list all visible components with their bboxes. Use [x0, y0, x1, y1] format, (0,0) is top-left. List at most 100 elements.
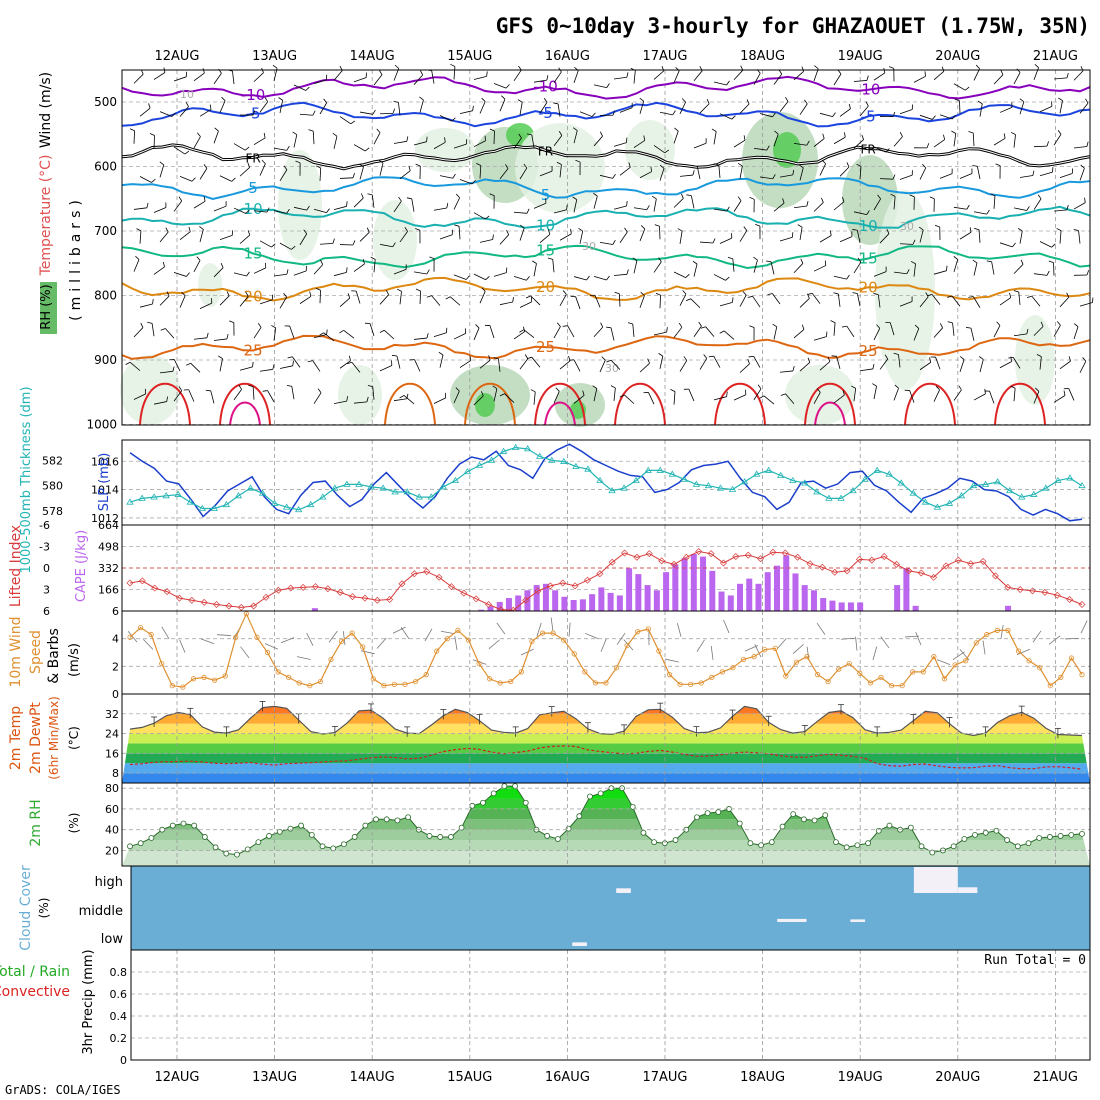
temperature-band: [122, 773, 1090, 783]
wind-barb-flag: [360, 193, 364, 199]
wind-barb-flag: [772, 323, 777, 328]
isotherm-line: [121, 205, 1091, 229]
rh-contour-blob: [415, 128, 475, 172]
wind-marker: [719, 669, 725, 675]
wind-barb: [1059, 360, 1071, 370]
wind-barb-flag: [947, 321, 953, 324]
wind-barb-flag: [278, 97, 283, 101]
surface-wind-barb: [568, 622, 571, 637]
wind-barb: [673, 327, 683, 338]
precip-tick: 0.4: [110, 1010, 128, 1023]
wind-barb-flag: [914, 324, 920, 329]
wind-barb: [913, 75, 926, 83]
wind-marker: [444, 636, 450, 642]
cape-bar: [1005, 605, 1012, 611]
lifted-marker: [1041, 588, 1049, 596]
wind-barb-flag: [450, 63, 456, 67]
wind-barb: [1078, 230, 1081, 244]
wind-barb-flag: [426, 333, 429, 339]
wind-barb-flag: [444, 137, 446, 143]
wind-barb: [499, 301, 513, 306]
wind-barb: [1019, 101, 1025, 115]
warm-contour: [464, 382, 516, 426]
wind-marker: [391, 681, 398, 687]
thickness-marker: [909, 489, 917, 496]
wind-barb-flag: [646, 205, 650, 210]
surface-wind-barb: [904, 635, 919, 638]
wind-barb: [173, 200, 183, 212]
wind-barb: [371, 194, 375, 208]
wind-barb: [973, 393, 986, 401]
surface-wind-barb: [306, 632, 314, 646]
wind-barb: [813, 336, 827, 341]
wind-barb-flag: [1036, 353, 1042, 357]
wind-marker: [487, 676, 493, 682]
wind-barb: [673, 198, 684, 208]
wind-barb-flag: [547, 257, 553, 260]
wind-barb: [153, 401, 167, 405]
lifted-marker: [645, 550, 653, 558]
wind-marker: [338, 638, 345, 645]
wind-barb: [333, 70, 343, 81]
cape-bar: [829, 600, 836, 611]
wind-barb: [453, 390, 460, 404]
rh-marker: [854, 842, 861, 849]
thickness-marker: [548, 456, 556, 463]
wind-barb: [519, 228, 525, 241]
wind-barb: [839, 166, 850, 177]
wind-barb-flag: [518, 65, 522, 71]
wind-barb-flag: [229, 320, 235, 324]
thickness-marker: [307, 500, 315, 508]
wind-barb-flag: [151, 178, 156, 183]
wind-barb: [353, 401, 367, 404]
wind-barb-flag: [749, 325, 755, 328]
wind-barb: [373, 132, 381, 145]
rh-marker: [672, 837, 679, 843]
wind-barb: [1079, 360, 1087, 373]
wind-barb-flag: [912, 239, 916, 245]
wind-barb: [313, 264, 324, 275]
wind-barb-flag: [291, 245, 296, 250]
wind-barb: [719, 113, 732, 120]
wind-barb: [459, 110, 473, 114]
wind-barb: [233, 272, 247, 277]
wind-barb-flag: [455, 387, 460, 392]
wind-barb-flag: [185, 362, 191, 366]
wind-barb-flag: [774, 130, 779, 135]
wind-barb-flag: [700, 326, 706, 329]
wind-barb: [813, 138, 825, 147]
wind-barb: [752, 296, 761, 308]
cloud-row-label: high: [95, 875, 123, 890]
wind-barb-flag: [451, 117, 456, 122]
wind-barb: [659, 295, 661, 309]
wind-barb: [705, 326, 715, 337]
temperature-axis-label: Temperature (°C): [38, 155, 54, 277]
wind-barb: [853, 139, 864, 149]
wind-marker: [370, 676, 376, 682]
wind-barb-flag: [406, 136, 409, 142]
wind-barb-flag: [489, 193, 495, 197]
wind-barb: [879, 358, 889, 370]
cape-bar: [681, 558, 688, 611]
wind-barb: [399, 231, 408, 243]
cloud-row-label: middle: [79, 904, 123, 919]
wind-barb: [653, 331, 667, 336]
wind-barb: [952, 322, 955, 336]
wind-barb-flag: [683, 356, 688, 361]
wind-barb: [732, 258, 735, 272]
lifted-marker: [893, 560, 901, 568]
wind-barb: [793, 263, 804, 274]
wind-barb: [333, 136, 338, 149]
bottom-date-tick: 20AUG: [935, 1070, 980, 1085]
warm-contour: [994, 382, 1046, 426]
wind-barb: [919, 296, 929, 308]
wind-barb: [353, 77, 367, 83]
wind-barb-flag: [346, 361, 353, 365]
wind-tick: 0: [112, 688, 119, 701]
wind-barb: [856, 230, 861, 244]
wind-barb-flag: [205, 389, 211, 392]
pressure-tick: 700: [94, 224, 117, 238]
pressure-tick: 600: [94, 160, 117, 174]
wind-barb: [313, 392, 322, 404]
thickness-marker: [668, 470, 676, 477]
